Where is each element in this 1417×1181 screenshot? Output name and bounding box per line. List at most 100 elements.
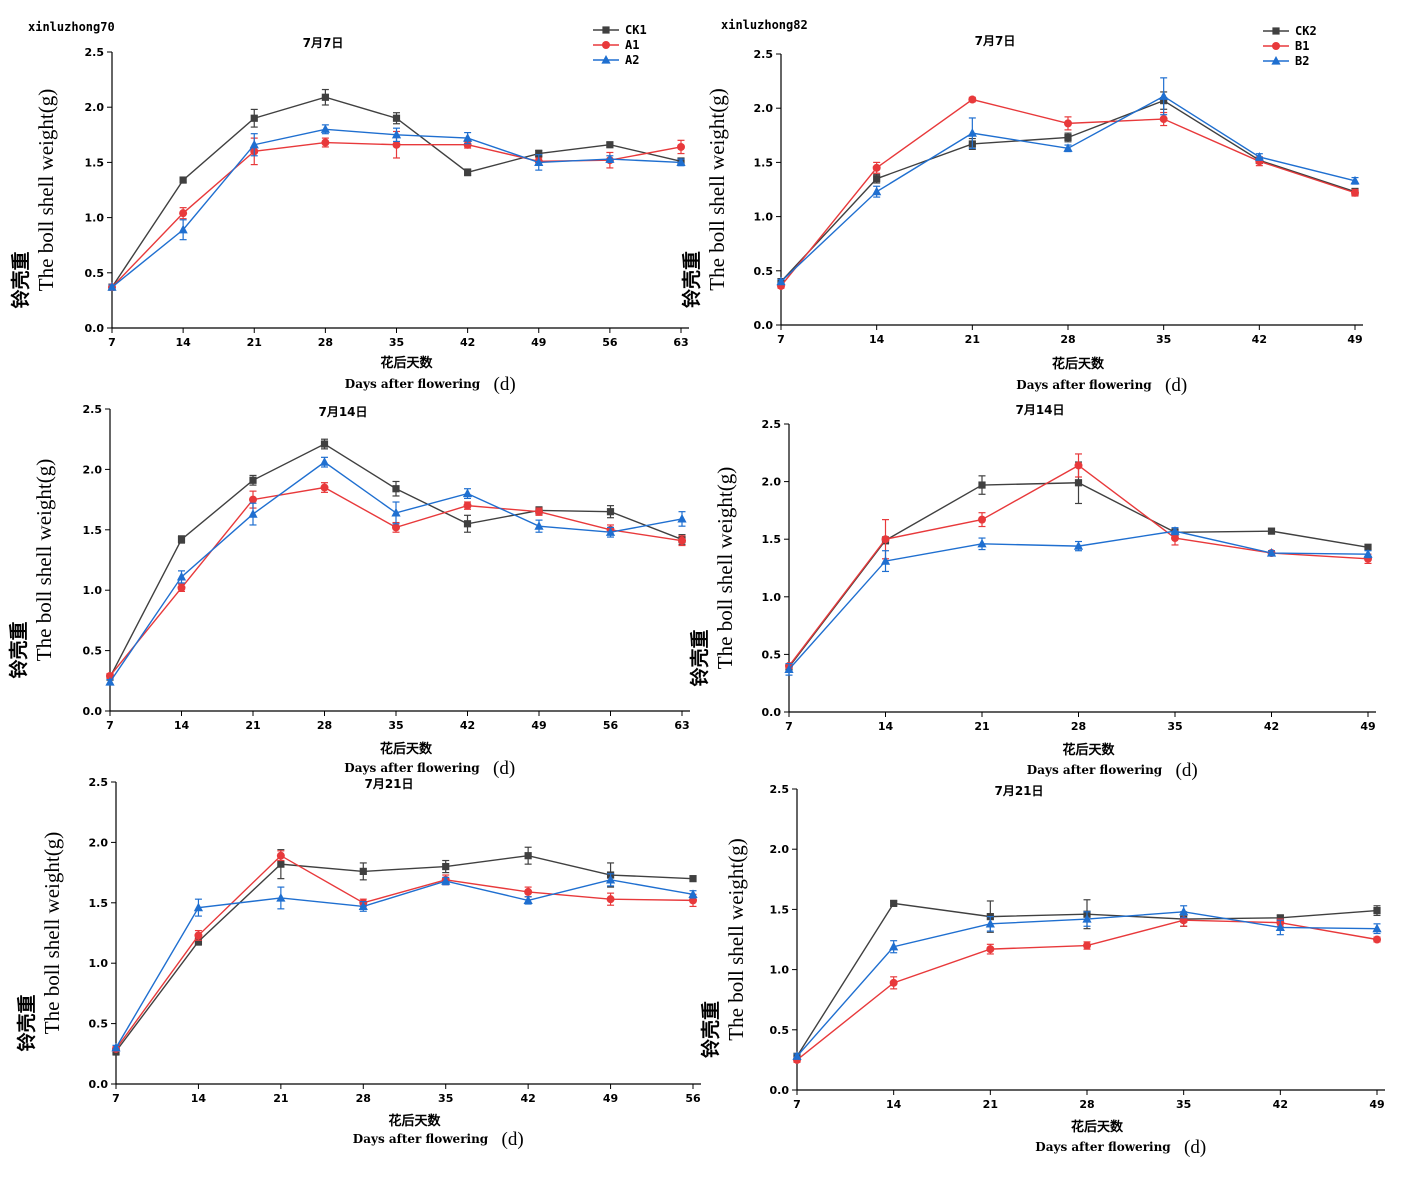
series-A2 <box>105 456 687 686</box>
series-B1 <box>777 95 1359 290</box>
legend-label-CK2: CK2 <box>1295 24 1317 38</box>
x-axis-label-cn: 花后天数 <box>1052 356 1105 372</box>
data-point-A2 <box>276 892 286 902</box>
chart-panel-6: 0.0 0.5 1.0 1.5 2.0 2.5 7 14 21 28 35 42 49 7月21日花后天数… <box>699 783 1385 1158</box>
y-axis-label-cn: 铃壳重 <box>699 1001 722 1058</box>
x-tick-label: 35 <box>1167 720 1182 733</box>
data-point-CK1 <box>535 149 543 158</box>
y-tick-label: 1.0 <box>762 591 782 604</box>
data-point-B2 <box>1254 151 1264 161</box>
x-tick-label: 7 <box>785 720 793 733</box>
data-point-B1 <box>968 95 977 104</box>
y-tick-label: 1.5 <box>754 156 774 169</box>
x-tick-label: 42 <box>1264 720 1279 733</box>
data-point-CK2 <box>1364 543 1372 551</box>
y-tick-label: 2.5 <box>770 783 790 796</box>
data-point-A1 <box>606 895 615 904</box>
data-point-B2 <box>985 918 995 928</box>
data-point-B1 <box>1171 534 1179 543</box>
data-point-CK1 <box>442 862 450 871</box>
data-point-A1 <box>463 140 472 149</box>
x-axis-label-en: Days after flowering <box>345 377 481 391</box>
series-A1 <box>106 482 686 680</box>
data-point-A2 <box>676 157 686 166</box>
data-point-A2 <box>319 457 330 466</box>
y-axis-label-en: The boll shell weight(g) <box>34 89 58 291</box>
y-tick-label: 0.5 <box>89 1018 109 1031</box>
data-point-B2 <box>1179 906 1189 916</box>
y-axis-label-en: The boll shell weight(g) <box>713 467 737 669</box>
legend-label-B1: B1 <box>1295 39 1309 53</box>
y-tick-label: 1.5 <box>770 903 790 916</box>
data-point-A1 <box>535 507 543 516</box>
y-axis-label-cn: 铃壳重 <box>7 621 30 678</box>
series-line-CK1 <box>109 443 683 678</box>
data-point-A1 <box>177 583 186 592</box>
x-tick-label: 7 <box>793 1098 801 1111</box>
x-tick-label: 14 <box>191 1092 207 1105</box>
data-point-A1 <box>678 536 686 545</box>
series-B2 <box>776 77 1360 286</box>
data-point-B1 <box>1074 461 1083 470</box>
y-tick-label: 0.5 <box>83 645 103 658</box>
legend-label-A1: A1 <box>625 38 639 52</box>
series-line-CK1 <box>111 96 682 288</box>
data-point-CK2 <box>1267 527 1276 535</box>
y-tick-label: 0.0 <box>83 705 103 718</box>
data-point-B2 <box>1159 91 1169 100</box>
data-point-CK1 <box>321 93 329 101</box>
data-point-A2 <box>391 507 401 517</box>
series-line-B2 <box>796 911 1378 1057</box>
x-tick-label: 21 <box>983 1098 998 1111</box>
x-tick-label: 56 <box>603 719 619 732</box>
data-point-B1 <box>889 978 898 987</box>
x-tick-label: 28 <box>318 336 333 349</box>
chart-panel-5: 0.0 0.5 1.0 1.5 2.0 2.5 7 14 21 28 35 42 49 56 7月21日花后… <box>15 776 701 1150</box>
y-tick-label: 0.0 <box>762 706 782 719</box>
data-point-B2 <box>880 556 891 565</box>
y-tick-label: 1.0 <box>754 211 774 224</box>
data-point-A2 <box>605 874 616 884</box>
x-axis-label-en: Days after flowering <box>353 1132 489 1146</box>
data-point-A2 <box>320 124 330 133</box>
data-point-B1 <box>1083 941 1091 950</box>
data-point-CK2 <box>1064 133 1072 142</box>
series-B1 <box>793 913 1381 1064</box>
y-tick-label: 2.0 <box>89 836 109 849</box>
data-point-A2 <box>463 133 473 142</box>
x-tick-label: 35 <box>1156 333 1171 346</box>
data-point-CK2 <box>978 481 986 489</box>
data-point-A2 <box>107 282 117 291</box>
y-tick-label: 0.5 <box>762 648 782 661</box>
legend-marker-CK1 <box>602 26 610 34</box>
data-point-CK1 <box>249 476 257 484</box>
data-point-CK1 <box>463 520 472 528</box>
data-point-B2 <box>1350 175 1360 185</box>
data-point-A2 <box>462 488 473 498</box>
y-tick-label: 2.0 <box>754 102 774 115</box>
series-line-A1 <box>115 854 694 1050</box>
legend-label-CK1: CK1 <box>625 23 647 37</box>
data-point-B2 <box>1063 143 1073 152</box>
data-point-A1 <box>321 138 330 147</box>
y-tick-label: 2.5 <box>89 776 109 789</box>
data-point-B1 <box>1159 115 1168 124</box>
data-point-B2 <box>1073 541 1084 550</box>
y-axis-label-en: The boll shell weight(g) <box>32 459 56 661</box>
data-point-CK2 <box>1276 914 1284 922</box>
x-axis-label-en: Days after flowering <box>344 761 480 775</box>
y-tick-label: 0.5 <box>754 265 774 278</box>
series-A2 <box>111 873 698 1052</box>
x-tick-label: 7 <box>108 336 116 349</box>
chart-panel-4: 0.0 0.5 1.0 1.5 2.0 2.5 7 14 21 28 35 42 49 7月14日花后天数… <box>688 403 1376 781</box>
x-tick-label: 21 <box>247 336 262 349</box>
x-axis-unit: (d) <box>493 758 515 779</box>
series-line-CK1 <box>115 854 694 1052</box>
data-point-A2 <box>534 157 544 166</box>
legend-label-A2: A2 <box>625 53 639 67</box>
data-point-A2 <box>391 129 402 139</box>
x-tick-label: 21 <box>965 333 980 346</box>
x-tick-label: 56 <box>602 336 618 349</box>
x-tick-label: 7 <box>106 719 114 732</box>
